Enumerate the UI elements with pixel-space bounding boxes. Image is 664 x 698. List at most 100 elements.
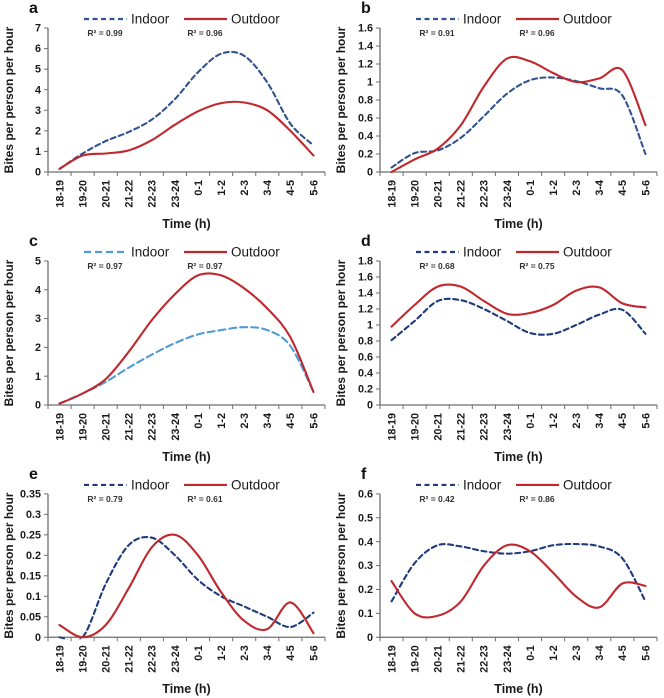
indoor-curve — [58, 326, 315, 405]
panel-f: f 0 0.1 0.2 0.3 0.4 0.5 0.6 18-19 19-20 20-21 21-2… — [332, 466, 664, 698]
panel-a: a 0 1 2 3 4 5 6 7 18-19 19-20 20-21 21-22 22-23 23-24… — [0, 0, 332, 233]
x-tick-label: 5-6 — [308, 645, 320, 661]
legend-label-outdoor: Outdoor — [563, 245, 612, 260]
indoor-curve — [58, 536, 315, 640]
x-tick-label: 20-21 — [100, 645, 112, 672]
y-tick-label: 0.1 — [26, 591, 41, 603]
x-tick-label: 21-22 — [456, 413, 468, 441]
y-tick-label: 4 — [35, 84, 41, 96]
x-tick-label: 0-1 — [193, 413, 205, 429]
y-tick-label: 0.4 — [358, 368, 373, 380]
x-axis-title: Time (h) — [162, 450, 210, 464]
legend-label-indoor: Indoor — [463, 12, 502, 27]
y-axis-title: Bites per person per hour — [2, 259, 16, 406]
panel-letter-c: c — [29, 233, 38, 250]
y-tick-label: 0.6 — [358, 352, 373, 364]
panel-letter-b: b — [361, 0, 371, 17]
chart-panel-a: 0 1 2 3 4 5 6 7 18-19 19-20 20-21 21-22 22-23 23-24 0-… — [2, 12, 326, 231]
r-squared-indoor: R² = 0.97 — [87, 261, 122, 271]
legend-label-indoor: Indoor — [463, 477, 502, 492]
y-tick-label: 1.4 — [358, 288, 373, 300]
x-tick-label: 4-5 — [285, 180, 297, 196]
y-tick-label: 0 — [367, 632, 373, 644]
outdoor-curve — [58, 272, 315, 405]
y-tick-label: 0.3 — [358, 560, 373, 572]
y-tick-label: 0 — [35, 632, 41, 644]
x-tick-label: 21-22 — [124, 180, 136, 208]
x-tick-label: 18-19 — [54, 645, 66, 672]
y-tick-label: 0 — [35, 167, 41, 179]
x-tick-label: 3-4 — [594, 413, 606, 429]
x-tick-label: 5-6 — [308, 180, 320, 196]
panel-letter-f: f — [361, 466, 367, 483]
x-tick-label: 4-5 — [617, 645, 629, 661]
indoor-curve — [390, 76, 647, 169]
x-tick-label: 5-6 — [640, 645, 652, 661]
x-tick-label: 18-19 — [54, 413, 66, 441]
x-tick-label: 23-24 — [502, 645, 514, 672]
x-axis-title: Time (h) — [162, 682, 210, 696]
panel-letter-e: e — [29, 466, 38, 483]
y-tick-label: 1.6 — [358, 272, 373, 284]
y-tick-label: 0.2 — [358, 384, 373, 396]
x-tick-label: 23-24 — [502, 180, 514, 208]
x-tick-label: 19-20 — [77, 180, 89, 208]
y-tick-label: 0.35 — [20, 488, 41, 500]
x-tick-label: 3-4 — [262, 413, 274, 429]
axes — [47, 493, 325, 638]
y-tick-label: 0 — [367, 400, 373, 412]
r-squared-outdoor: R² = 0.86 — [519, 494, 554, 504]
y-tick-label: 7 — [35, 23, 41, 35]
y-tick-label: 0.8 — [358, 336, 373, 348]
x-tick-label: 19-20 — [409, 180, 421, 208]
outdoor-curve — [58, 533, 315, 639]
x-tick-label: 21-22 — [124, 645, 136, 672]
x-tick-label: 22-23 — [479, 645, 491, 672]
x-tick-label: 20-21 — [101, 413, 113, 441]
legend-label-indoor: Indoor — [131, 477, 170, 492]
x-tick-label: 2-3 — [571, 413, 583, 429]
x-tick-label: 5-6 — [640, 413, 652, 429]
chart-panel-b: 0 0.2 0.4 0.6 0.8 1 1.2 1.4 1.6 18-19 19-20 20-21 21… — [334, 12, 658, 231]
outdoor-curve — [390, 55, 647, 174]
legend-label-indoor: Indoor — [463, 245, 502, 260]
y-axis-title: Bites per person per hour — [2, 26, 16, 173]
x-tick-label: 5-6 — [640, 180, 652, 196]
legend-label-indoor: Indoor — [131, 245, 170, 260]
y-tick-label: 1.2 — [358, 59, 373, 71]
y-tick-label: 1.2 — [358, 304, 373, 316]
r-squared-outdoor: R² = 0.61 — [187, 494, 222, 504]
r-squared-indoor: R² = 0.79 — [87, 494, 122, 504]
y-tick-label: 3 — [35, 105, 41, 117]
legend-label-outdoor: Outdoor — [231, 245, 280, 260]
legend-label-outdoor: Outdoor — [231, 477, 280, 492]
x-tick-label: 1-2 — [548, 413, 560, 429]
y-tick-label: 1 — [35, 371, 41, 383]
chart-panel-f: 0 0.1 0.2 0.3 0.4 0.5 0.6 18-19 19-20 20-21 21-22 2… — [334, 477, 658, 696]
y-tick-label: 0.1 — [358, 608, 373, 620]
x-tick-label: 22-23 — [479, 180, 491, 208]
x-tick-label: 3-4 — [262, 180, 274, 196]
x-tick-label: 2-3 — [239, 180, 251, 196]
indoor-curve — [58, 50, 315, 170]
x-tick-label: 20-21 — [101, 180, 113, 208]
x-tick-label: 21-22 — [456, 645, 468, 672]
y-tick-label: 1 — [367, 320, 373, 332]
y-tick-label: 2 — [35, 125, 41, 137]
x-tick-label: 4-5 — [617, 180, 629, 196]
x-tick-label: 0-1 — [193, 180, 205, 196]
y-tick-label: 0.05 — [20, 611, 41, 623]
y-tick-label: 0.25 — [20, 529, 41, 541]
panel-b: b 0 0.2 0.4 0.6 0.8 1 1.2 1.4 1.6 18-19 19-20 20-21… — [332, 0, 664, 233]
x-tick-label: 1-2 — [216, 413, 228, 429]
x-tick-label: 20-21 — [433, 413, 445, 441]
outdoor-curve — [58, 100, 315, 170]
chart-panel-d: 0 0.2 0.4 0.6 0.8 1 1.2 1.4 1.6 1.8 18-19 19-20 20-2… — [334, 245, 658, 464]
r-squared-outdoor: R² = 0.96 — [519, 28, 554, 38]
x-axis-title: Time (h) — [494, 217, 542, 231]
x-axis-title: Time (h) — [162, 217, 210, 231]
panel-letter-a: a — [29, 0, 38, 17]
r-squared-outdoor: R² = 0.96 — [187, 28, 222, 38]
x-tick-label: 2-3 — [239, 413, 251, 429]
